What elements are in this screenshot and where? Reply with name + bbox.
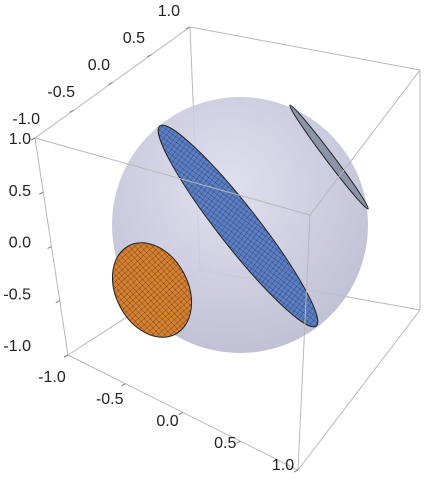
y-tick: [39, 191, 44, 195]
z-tick: [121, 383, 126, 387]
x-tick-label: -1.0: [12, 111, 40, 128]
y-tick: [55, 300, 60, 304]
x-tick: [69, 109, 74, 113]
z-tick: [63, 354, 69, 358]
z-tick: [236, 440, 241, 444]
z-tick-label: 0.0: [156, 413, 178, 430]
x-tick-label: 1.0: [158, 3, 180, 20]
x-tick: [108, 82, 113, 85]
y-tick-label: -0.5: [3, 286, 31, 303]
x-tick: [147, 54, 152, 58]
y-tick-label: 1.0: [9, 131, 31, 148]
z-tick: [178, 412, 184, 415]
y-tick-label: 0.0: [9, 235, 31, 252]
y-tick-label: -1.0: [3, 338, 31, 355]
z-tick-label: 0.5: [214, 435, 236, 452]
y-tick-label: 0.5: [9, 183, 31, 200]
z-tick: [293, 469, 299, 473]
disk-orange: [111, 242, 193, 338]
z-tick-label: -1.0: [38, 369, 66, 386]
x-tick-label: -0.5: [47, 84, 75, 101]
disk-gray: [289, 104, 369, 210]
y-tick: [30, 137, 36, 141]
x-tick-label: 0.0: [88, 57, 110, 74]
z-tick-label: 1.0: [272, 457, 294, 474]
x-tick-label: 0.5: [123, 30, 145, 47]
disk-blue: [157, 124, 319, 328]
y-tick: [47, 246, 52, 249]
z-tick-label: -0.5: [96, 391, 124, 408]
x-tick: [185, 26, 191, 30]
